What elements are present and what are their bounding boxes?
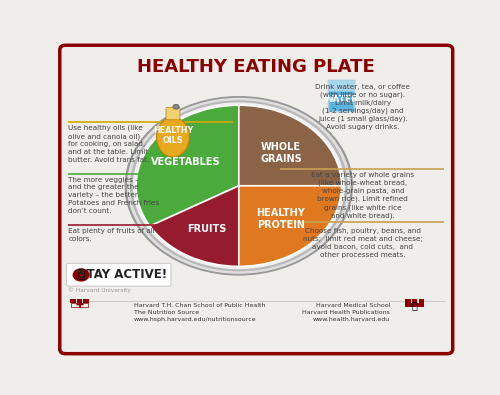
Text: The more veggies –
and the greater the
variety – the better.
Potatoes and French: The more veggies – and the greater the v… (68, 177, 160, 214)
FancyBboxPatch shape (77, 299, 82, 303)
FancyBboxPatch shape (328, 80, 355, 112)
Ellipse shape (156, 117, 190, 157)
Text: STAY ACTIVE!: STAY ACTIVE! (78, 269, 167, 281)
Wedge shape (136, 105, 239, 226)
FancyBboxPatch shape (406, 303, 424, 307)
Circle shape (72, 268, 90, 282)
FancyBboxPatch shape (412, 299, 418, 303)
Text: Drink water, tea, or coffee
(with little or no sugar).
Limit milk/dairy
(1-2 ser: Drink water, tea, or coffee (with little… (316, 84, 410, 130)
Text: 🏃: 🏃 (78, 269, 85, 281)
Text: ✚: ✚ (76, 300, 84, 310)
Text: Use healthy oils (like
olive and canola oil)
for cooking, on salad,
and at the t: Use healthy oils (like olive and canola … (68, 125, 150, 163)
FancyBboxPatch shape (60, 45, 452, 354)
FancyBboxPatch shape (166, 107, 180, 120)
FancyBboxPatch shape (66, 263, 171, 286)
Wedge shape (239, 186, 342, 266)
Text: 🦁: 🦁 (412, 300, 418, 310)
Text: Harvard T.H. Chan School of Public Health
The Nutrition Source
www.hsph.harvard.: Harvard T.H. Chan School of Public Healt… (134, 303, 266, 322)
Text: Eat a variety of whole grains
(like whole-wheat bread,
whole-grain pasta, and
br: Eat a variety of whole grains (like whol… (311, 172, 414, 219)
FancyBboxPatch shape (418, 299, 424, 303)
Text: HEALTHY
PROTEIN: HEALTHY PROTEIN (256, 208, 306, 229)
Text: Harvard Medical School
Harvard Health Publications
www.health.harvard.edu: Harvard Medical School Harvard Health Pu… (302, 303, 390, 322)
Circle shape (173, 104, 179, 109)
Text: © Harvard University: © Harvard University (68, 288, 131, 293)
Circle shape (126, 97, 352, 275)
Circle shape (134, 103, 344, 269)
Circle shape (128, 98, 350, 273)
Circle shape (130, 101, 347, 271)
Text: WHOLE
GRAINS: WHOLE GRAINS (260, 142, 302, 164)
Text: Eat plenty of fruits of all
colors.: Eat plenty of fruits of all colors. (68, 228, 155, 242)
Text: HEALTHY EATING PLATE: HEALTHY EATING PLATE (138, 58, 375, 76)
Wedge shape (150, 186, 239, 266)
Text: FRUITS: FRUITS (188, 224, 226, 234)
Text: HEALTHY
OILS: HEALTHY OILS (153, 126, 193, 145)
FancyBboxPatch shape (70, 299, 75, 303)
FancyBboxPatch shape (84, 299, 89, 303)
Text: VEGETABLES: VEGETABLES (150, 156, 220, 167)
Wedge shape (239, 105, 342, 186)
Text: WATER: WATER (324, 95, 359, 103)
Text: Choose fish, poultry, beans, and
nuts;  limit red meat and cheese;
avoid bacon, : Choose fish, poultry, beans, and nuts; l… (303, 228, 423, 258)
FancyBboxPatch shape (71, 303, 88, 307)
FancyBboxPatch shape (330, 92, 353, 111)
FancyBboxPatch shape (406, 299, 411, 303)
